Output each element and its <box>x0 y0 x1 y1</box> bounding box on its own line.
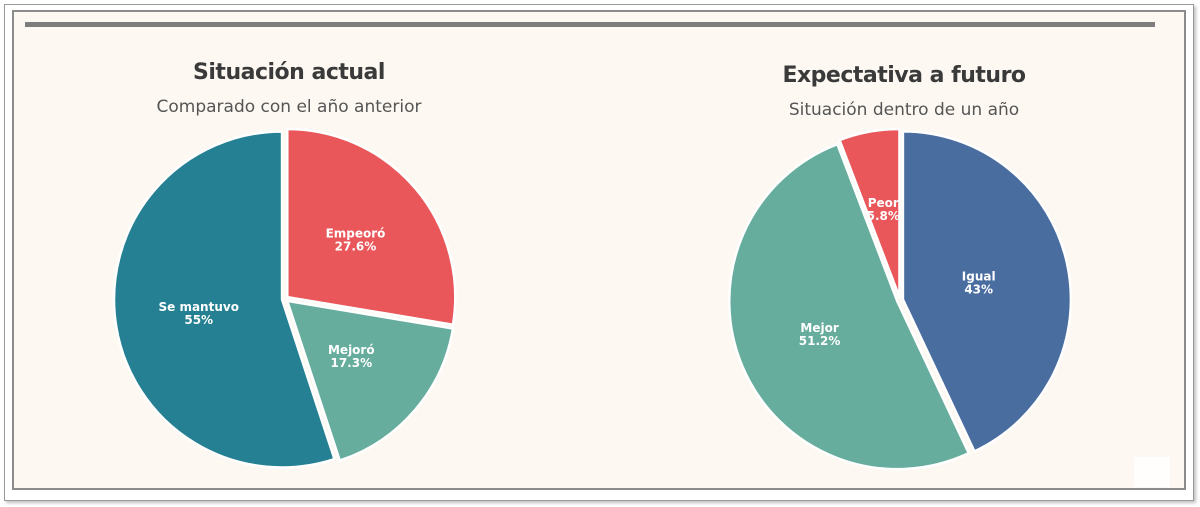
chart-1-title: Situación actual <box>193 60 385 85</box>
chart-2-title: Expectativa a futuro <box>782 63 1026 88</box>
pie-slice-se-mantuvo <box>112 130 336 469</box>
slice-value-label: 55% <box>184 313 213 327</box>
slice-label: Mejoró <box>328 343 375 357</box>
chart-2-subtitle: Situación dentro de un año <box>788 100 1020 120</box>
pie-slice-peor <box>838 127 901 299</box>
slice-value-label: 43% <box>964 282 993 296</box>
chart-1-subtitle: Comparado con el año anterior <box>156 97 422 117</box>
slice-label: Igual <box>962 269 996 283</box>
slice-label: Se mantuvo <box>159 300 239 314</box>
slice-value-label: 51.2% <box>799 334 841 348</box>
top-divider-bar <box>25 22 1155 27</box>
slice-label: Peor <box>868 196 899 210</box>
slice-label: Mejor <box>800 321 838 335</box>
slice-label: Empeoró <box>326 226 386 240</box>
pie-slice-mejoró <box>286 299 455 462</box>
slice-value-label: 27.6% <box>335 239 377 253</box>
slice-value-label: 5.8% <box>867 209 900 223</box>
pie-slice-empeoró <box>286 127 457 326</box>
corner-overlay <box>1134 457 1170 487</box>
pie-slice-mejor <box>727 142 971 471</box>
slice-value-label: 17.3% <box>330 356 372 370</box>
pie-slice-igual <box>901 130 1073 453</box>
